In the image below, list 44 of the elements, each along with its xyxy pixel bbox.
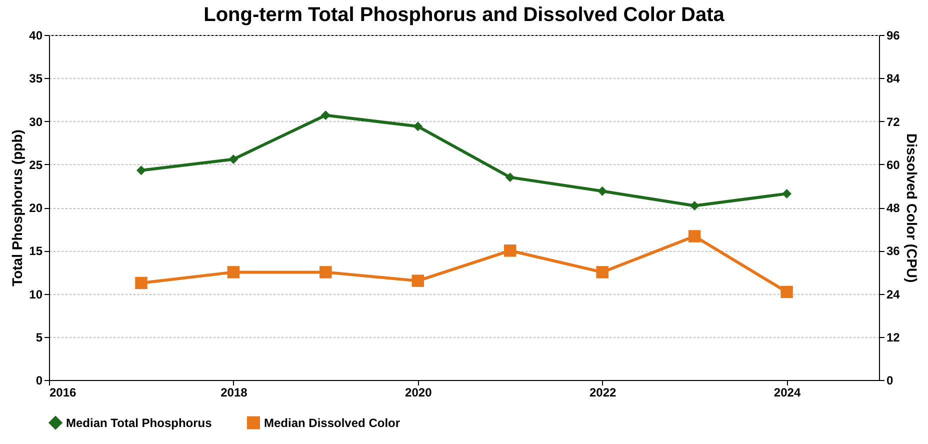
- y2-tick-label: 24: [886, 287, 900, 302]
- y2-tick-label: 48: [886, 201, 900, 215]
- point: [505, 172, 515, 182]
- y-tick-label: 25: [29, 158, 43, 172]
- y2-tick-label: 36: [886, 244, 900, 258]
- y-tick-label: 20: [29, 201, 43, 215]
- point: [228, 154, 238, 164]
- point: [320, 266, 332, 278]
- point: [598, 186, 608, 196]
- point: [782, 188, 792, 198]
- point: [688, 230, 701, 242]
- point: [320, 110, 330, 120]
- point: [780, 286, 793, 298]
- y-tick-label: 35: [29, 72, 43, 86]
- y-tick-label: 15: [29, 244, 43, 258]
- y2-axis-title: Dissolved Color (CPU): [904, 133, 920, 283]
- point: [596, 266, 608, 278]
- y2-tick-label: 12: [886, 330, 900, 344]
- x-tick-label: 2016: [50, 386, 77, 400]
- y2-tick-label: 84: [886, 72, 900, 86]
- point: [135, 276, 148, 290]
- y-tick-label: 0: [36, 374, 43, 388]
- x-tick-label: 2020: [405, 386, 432, 400]
- y-axis-title: Total Phosphorus (ppb): [9, 130, 26, 286]
- x-tick-label: 2022: [589, 386, 617, 400]
- y-tick-label: 40: [29, 28, 43, 42]
- y2-tick-label: 72: [886, 114, 900, 129]
- y2-tick-label: 96: [886, 28, 900, 42]
- point: [227, 266, 240, 278]
- y2-tick-label: 0: [886, 374, 894, 388]
- y-tick-label: 30: [29, 114, 43, 129]
- legend-label: Median Dissolved Color: [264, 416, 400, 430]
- chart-title: Long-term Total Phosphorus and Dissolved Color Data: [204, 4, 726, 26]
- y-tick-label: 5: [36, 330, 43, 344]
- point: [690, 201, 700, 211]
- point: [412, 274, 424, 287]
- point: [413, 122, 423, 132]
- x-tick-label: 2018: [220, 386, 248, 400]
- point: [504, 244, 516, 257]
- point: [136, 166, 146, 176]
- legend-label: Median Total Phosphorus: [66, 416, 212, 430]
- y2-tick-label: 60: [886, 158, 900, 172]
- x-tick-label: 2024: [774, 386, 801, 400]
- y-tick-label: 10: [29, 287, 43, 302]
